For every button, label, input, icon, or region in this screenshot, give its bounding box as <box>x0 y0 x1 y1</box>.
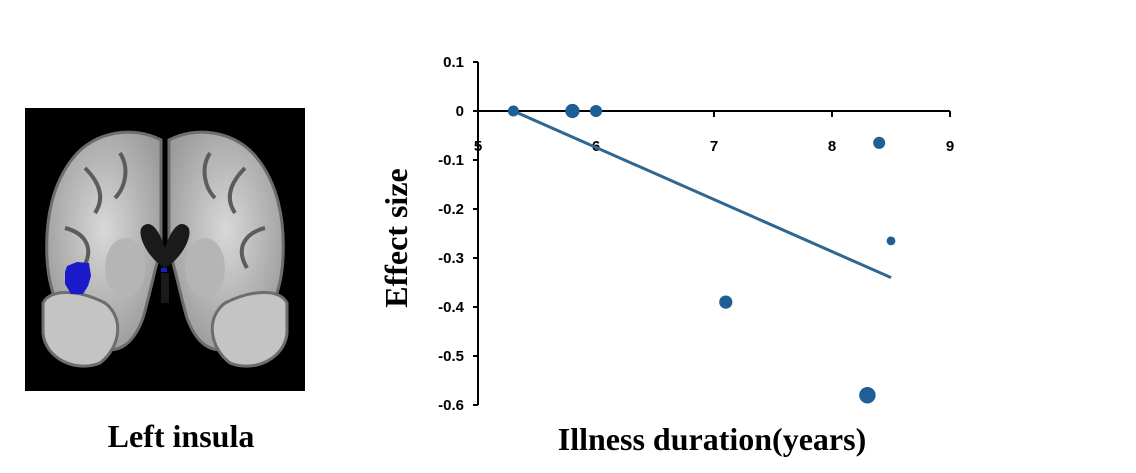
data-point <box>507 105 519 117</box>
roi-small-cluster <box>161 268 167 272</box>
y-axis-title: Effect size <box>378 168 414 307</box>
y-tick-label: -0.6 <box>438 397 464 414</box>
y-tick-label: 0.1 <box>443 54 464 71</box>
trend-line <box>512 109 892 279</box>
data-point <box>873 136 886 149</box>
left-insula-roi <box>65 262 91 294</box>
data-point <box>719 295 733 309</box>
y-tick-label: -0.4 <box>438 299 465 316</box>
brain-coronal-slice-image <box>25 108 305 391</box>
right-temporal-lobe <box>210 291 289 368</box>
left-temporal-lobe <box>41 291 120 368</box>
x-tick-label: 5 <box>474 138 482 155</box>
data-point <box>589 104 603 118</box>
brain-image-caption: Left insula <box>107 418 255 454</box>
brain-slice-graphic <box>41 130 289 368</box>
trend-line-group <box>512 109 892 279</box>
left-basal-ganglia <box>105 238 145 298</box>
y-tick-label: -0.2 <box>438 201 464 218</box>
data-point <box>886 236 896 246</box>
x-tick-label: 9 <box>946 138 954 155</box>
x-axis-title: Illness duration(years) <box>558 421 866 457</box>
y-tick-label: -0.1 <box>438 152 464 169</box>
y-tick-label: 0 <box>456 103 464 120</box>
y-tick-label: -0.3 <box>438 250 464 267</box>
data-point <box>565 103 580 119</box>
x-tick-label: 7 <box>710 138 718 155</box>
y-tick-label: -0.5 <box>438 348 464 365</box>
data-points <box>507 103 896 404</box>
third-ventricle <box>161 273 169 303</box>
x-axis: 56789 <box>474 110 954 155</box>
y-axis: 0.1 0 -0.1 -0.2 -0.3 -0.4 -0.5 -0.6 <box>438 54 479 414</box>
right-basal-ganglia <box>185 238 225 298</box>
x-tick-label: 8 <box>828 138 836 155</box>
ventricles <box>140 224 190 268</box>
data-point <box>859 386 876 404</box>
